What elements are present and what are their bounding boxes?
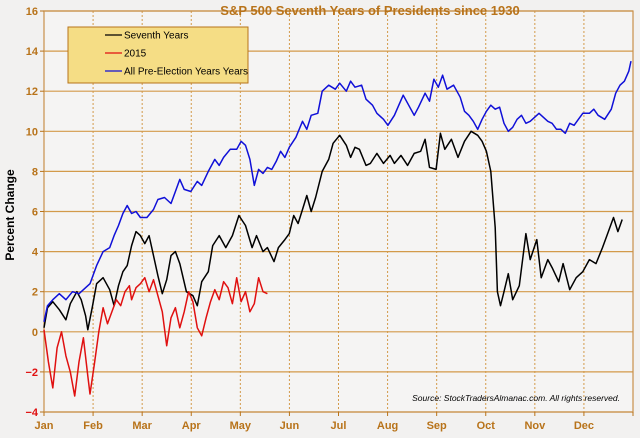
- x-tick-label: Jun: [280, 420, 300, 432]
- x-tick-label: Oct: [477, 420, 496, 432]
- series-lines: [43, 60, 632, 397]
- y-tick-label: 2: [32, 287, 38, 299]
- y-tick-label: 12: [26, 86, 38, 98]
- series-line-pre-election: [43, 60, 632, 322]
- y-tick-labels: 16 14 12 10 8 6 4 2 0 −2 −4: [25, 6, 38, 419]
- y-tick-label: 0: [32, 327, 38, 339]
- legend-label-seventh-years: Seventh Years: [124, 31, 189, 42]
- x-tick-label: Sep: [427, 420, 447, 432]
- x-tick-label: Mar: [132, 420, 152, 432]
- y-axis-label: Percent Change: [3, 169, 17, 261]
- axes: [40, 10, 634, 416]
- x-tick-labels: Jan Feb Mar Apr May Jun Jul Aug Sep Oct Nov Dec: [35, 420, 594, 432]
- y-tick-label: 4: [32, 247, 39, 259]
- legend-label-2015: 2015: [124, 49, 147, 60]
- legend-label-pre-election: All Pre-Election Years Years: [124, 67, 248, 78]
- y-tick-label: 8: [32, 166, 38, 178]
- x-tick-label: Dec: [574, 420, 594, 432]
- x-tick-label: Feb: [83, 420, 103, 432]
- x-tick-label: Nov: [524, 420, 546, 432]
- source-note: Source: StockTradersAlmanac.com. All rig…: [412, 393, 620, 403]
- x-tick-label: Jan: [35, 420, 54, 432]
- legend: Seventh Years 2015 All Pre-Election Year…: [67, 26, 249, 84]
- series-line-2015: [43, 276, 268, 397]
- x-tick-label: Apr: [182, 420, 202, 432]
- x-tick-label: Aug: [377, 420, 398, 432]
- x-tick-label: Jul: [331, 420, 347, 432]
- gridlines: [44, 10, 633, 413]
- y-tick-label: 16: [26, 6, 38, 18]
- series-line-seventh-years: [43, 130, 623, 331]
- chart-title: S&P 500 Seventh Years of Presidents sinc…: [220, 3, 519, 18]
- y-tick-label: 10: [26, 126, 38, 138]
- y-tick-label: 6: [32, 207, 38, 219]
- x-tick-label: May: [230, 420, 252, 432]
- y-tick-label: −2: [25, 367, 38, 379]
- legend-box: [67, 26, 249, 84]
- y-tick-label: −4: [25, 407, 38, 419]
- y-tick-label: 14: [26, 46, 39, 58]
